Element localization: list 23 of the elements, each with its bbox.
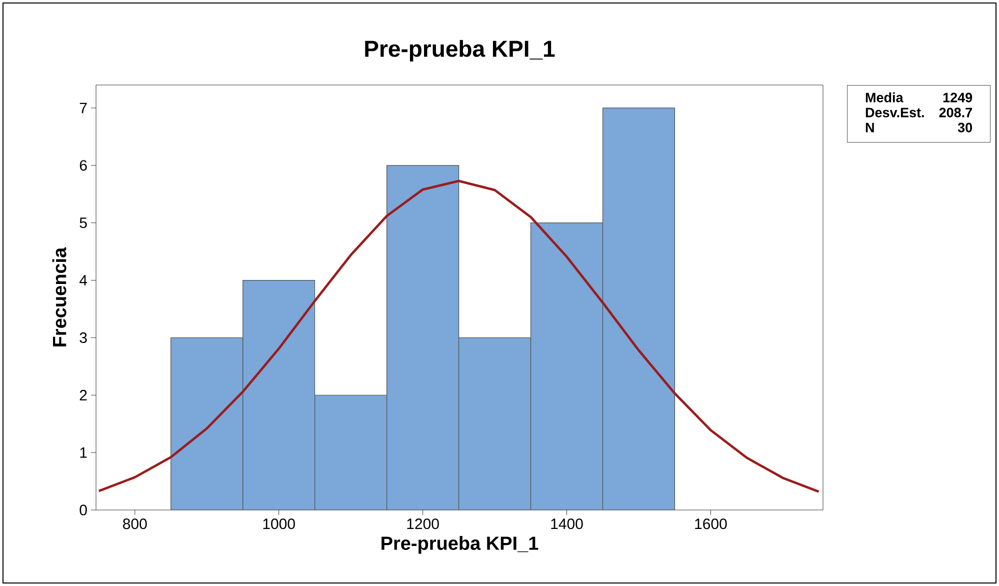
y-axis-title: Frecuencia [52,247,66,346]
line-series [98,180,820,493]
y-tick-label: 2 [80,390,87,400]
x-axis-title: Pre-prueba KPI_1 [382,536,538,554]
y-tick-label: 6 [80,160,87,171]
text: 208.7 [939,108,972,118]
y-tick-label: 7 [80,102,87,114]
y-tick-label: 1 [80,447,87,458]
x-tick-label: 800 [123,518,147,530]
x-tick-label: 1400 [551,518,583,530]
x-tick-label: 1000 [263,518,295,530]
x-tick-label: 1600 [695,518,727,530]
y-tick-label: 4 [79,275,88,286]
chart-title: Pre-prueba KPI_1 [365,40,555,62]
text: 1249 [943,92,972,102]
y-tick-label: 5 [80,218,87,228]
text: N [866,122,874,132]
y-tick-label: 0 [80,504,87,516]
text: Media [866,92,904,102]
y-tick-label: 3 [80,332,87,343]
text: Desv.Est. [866,108,924,118]
x-tick-label: 1200 [407,518,439,530]
text: 30 [958,122,972,132]
